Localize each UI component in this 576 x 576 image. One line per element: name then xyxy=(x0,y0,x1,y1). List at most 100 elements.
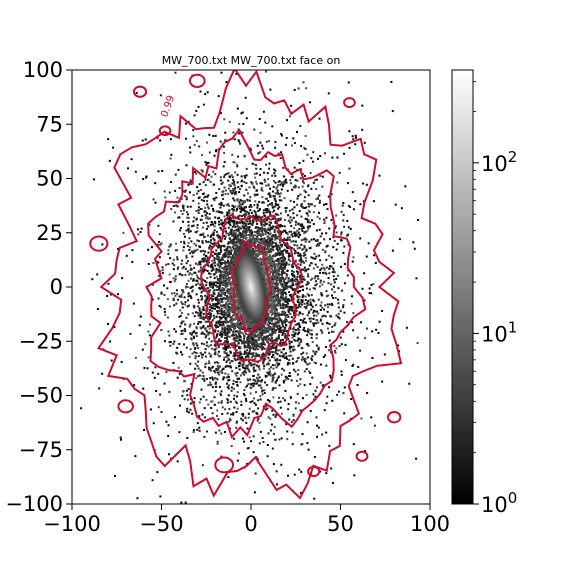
density-point xyxy=(183,398,186,401)
density-point xyxy=(250,232,253,235)
density-point xyxy=(253,172,256,175)
density-point xyxy=(270,218,273,221)
density-point xyxy=(216,340,219,343)
density-point xyxy=(222,145,225,148)
density-point xyxy=(272,295,275,298)
density-point xyxy=(269,212,272,215)
density-point xyxy=(198,183,201,186)
density-point xyxy=(245,384,248,387)
density-point xyxy=(276,259,279,262)
density-point xyxy=(195,283,198,286)
density-point xyxy=(205,341,208,344)
density-point xyxy=(199,260,202,263)
density-point xyxy=(200,169,203,172)
density-point xyxy=(195,327,198,330)
density-point xyxy=(205,163,208,166)
density-point xyxy=(290,295,293,298)
density-point xyxy=(204,300,207,303)
density-point xyxy=(278,314,281,317)
density-point xyxy=(313,252,316,255)
density-point xyxy=(317,312,320,315)
density-point xyxy=(254,176,257,179)
density-point xyxy=(261,239,264,242)
density-point xyxy=(268,233,271,236)
density-point xyxy=(244,364,247,367)
density-point xyxy=(221,297,224,300)
density-point xyxy=(205,377,208,380)
density-point xyxy=(216,217,219,220)
density-point xyxy=(217,418,220,421)
density-point xyxy=(288,354,291,357)
density-point xyxy=(318,244,321,247)
density-point xyxy=(180,501,183,504)
density-point xyxy=(168,191,171,194)
density-point xyxy=(182,290,185,293)
density-point xyxy=(232,337,235,340)
density-point xyxy=(227,226,230,229)
density-point xyxy=(157,170,160,173)
density-point xyxy=(239,142,242,145)
density-point xyxy=(209,323,212,326)
density-point xyxy=(292,414,295,417)
density-point xyxy=(192,199,195,202)
density-point xyxy=(288,334,291,337)
density-point xyxy=(289,221,292,224)
density-point xyxy=(216,320,219,323)
density-point xyxy=(222,288,225,291)
density-point xyxy=(319,381,322,384)
density-point xyxy=(181,394,184,397)
density-point xyxy=(328,267,331,270)
density-point xyxy=(235,374,238,377)
density-point xyxy=(370,416,373,419)
density-point xyxy=(301,172,304,175)
density-point xyxy=(208,362,211,365)
density-point xyxy=(254,380,257,383)
density-point xyxy=(225,204,228,207)
density-point xyxy=(219,236,222,239)
density-point xyxy=(354,200,357,203)
density-point xyxy=(134,356,137,359)
density-point xyxy=(187,292,190,295)
density-point xyxy=(232,189,235,192)
density-point xyxy=(290,379,293,382)
density-point xyxy=(265,240,268,243)
density-point xyxy=(158,304,161,307)
density-point xyxy=(304,299,307,302)
density-point xyxy=(292,270,295,273)
density-point xyxy=(227,373,230,376)
density-point xyxy=(226,218,229,221)
density-point xyxy=(240,184,243,187)
density-point xyxy=(364,450,367,453)
density-point xyxy=(275,413,278,416)
density-point xyxy=(227,259,230,262)
density-point xyxy=(279,355,282,358)
density-point xyxy=(158,274,161,277)
density-point xyxy=(157,224,160,227)
density-point xyxy=(217,292,220,295)
density-point xyxy=(315,337,318,340)
density-point xyxy=(306,330,309,333)
density-point xyxy=(330,294,333,297)
density-point xyxy=(272,367,275,370)
density-point xyxy=(157,372,160,375)
density-point xyxy=(285,355,288,358)
density-point xyxy=(290,182,293,185)
density-point xyxy=(278,239,281,242)
density-point xyxy=(310,358,313,361)
density-point xyxy=(282,356,285,359)
density-point xyxy=(285,262,288,265)
density-point xyxy=(166,287,169,290)
density-point xyxy=(287,255,290,258)
density-point xyxy=(301,285,304,288)
density-point xyxy=(270,317,273,320)
density-point xyxy=(313,310,316,313)
density-point xyxy=(260,234,263,237)
density-point xyxy=(273,356,276,359)
density-point xyxy=(101,372,104,375)
density-point xyxy=(216,409,219,412)
density-point xyxy=(160,329,163,332)
density-point xyxy=(284,399,287,402)
density-point xyxy=(302,275,305,278)
density-point xyxy=(348,167,351,170)
density-point xyxy=(201,241,204,244)
